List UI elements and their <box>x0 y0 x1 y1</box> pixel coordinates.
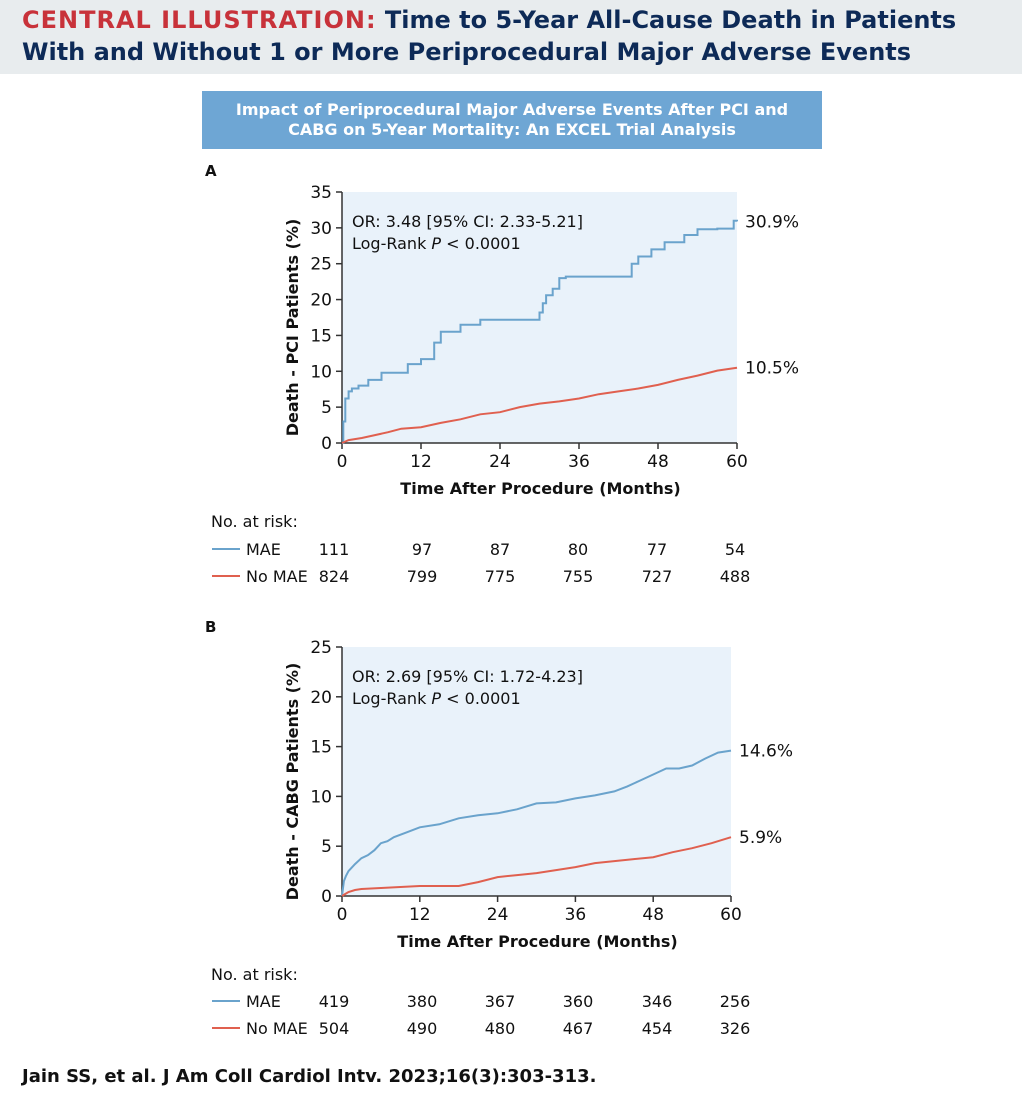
y-tick-label: 0 <box>321 887 332 907</box>
analysis-banner: Impact of Periprocedural Major Adverse E… <box>202 91 822 149</box>
y-tick-label: 10 <box>310 362 332 382</box>
illustration-title: CENTRAL ILLUSTRATION: Time to 5-Year All… <box>22 4 1012 68</box>
end-value-label: 5.9% <box>739 828 782 848</box>
panel-label: A <box>205 162 217 180</box>
y-tick-label: 20 <box>310 688 332 708</box>
risk-table-label: No. at risk: <box>211 965 298 984</box>
series-line-no-mae <box>341 366 738 444</box>
end-value-label: 14.6% <box>739 742 793 762</box>
end-value-label: 10.5% <box>745 359 799 379</box>
risk-count: 360 <box>563 992 594 1011</box>
risk-row-name: No MAE <box>246 567 308 586</box>
x-tick-label: 0 <box>337 452 348 472</box>
risk-table-label: No. at risk: <box>211 512 298 531</box>
y-tick-label: 5 <box>321 398 332 418</box>
risk-count: 256 <box>720 992 751 1011</box>
x-tick-label: 36 <box>568 452 590 472</box>
risk-count: 380 <box>407 992 438 1011</box>
risk-count: 111 <box>319 540 350 559</box>
risk-row-name: No MAE <box>246 1019 308 1038</box>
x-tick-label: 60 <box>726 452 748 472</box>
central-illustration-label: CENTRAL ILLUSTRATION: <box>22 6 377 34</box>
end-value-label: 30.9% <box>745 212 799 232</box>
x-tick-label: 48 <box>642 905 664 925</box>
y-tick-label: 35 <box>310 183 332 203</box>
x-tick-label: 12 <box>410 452 432 472</box>
y-tick-label: 15 <box>310 738 332 758</box>
risk-count: 97 <box>412 540 432 559</box>
x-tick-label: 24 <box>487 905 509 925</box>
panel-a: A 0 5 10 15 20 25 30 35 0 12 24 36 48 60 Time After Pro… <box>205 162 799 586</box>
risk-count: 346 <box>642 992 673 1011</box>
p-symbol: P <box>431 234 441 253</box>
risk-count: 504 <box>319 1019 350 1038</box>
risk-count: 326 <box>720 1019 751 1038</box>
y-tick-label: 10 <box>310 787 332 807</box>
panel-label: B <box>205 618 216 636</box>
risk-count: 824 <box>319 567 350 586</box>
panel-b: B 0 5 10 15 20 25 0 12 24 36 48 60 Time After Procedu… <box>205 618 793 1038</box>
analysis-banner-text: Impact of Periprocedural Major Adverse E… <box>235 100 789 139</box>
p-symbol: P <box>431 689 441 708</box>
x-axis-title: Time After Procedure (Months) <box>400 479 680 498</box>
y-axis-title: Death - CABG Patients (%) <box>283 663 302 901</box>
risk-count: 467 <box>563 1019 594 1038</box>
odds-ratio-annotation: OR: 3.48 [95% CI: 2.33-5.21] <box>352 212 583 231</box>
illustration-title-text: Time to 5-Year All-Cause Death in Patien… <box>22 6 957 66</box>
x-tick-label: 60 <box>720 905 742 925</box>
y-tick-label: 25 <box>310 255 332 275</box>
y-tick-label: 30 <box>310 219 332 239</box>
risk-count: 367 <box>485 992 516 1011</box>
x-tick-label: 24 <box>489 452 511 472</box>
x-axis-title: Time After Procedure (Months) <box>397 932 677 951</box>
odds-ratio-annotation: OR: 2.69 [95% CI: 1.72-4.23] <box>352 667 583 686</box>
x-tick-label: 48 <box>647 452 669 472</box>
x-tick-label: 36 <box>565 905 587 925</box>
citation: Jain SS, et al. J Am Coll Cardiol Intv. … <box>22 1066 597 1087</box>
risk-count: 77 <box>647 540 667 559</box>
y-tick-label: 20 <box>310 291 332 311</box>
risk-count: 87 <box>490 540 510 559</box>
risk-count: 419 <box>319 992 350 1011</box>
risk-count: 490 <box>407 1019 438 1038</box>
x-tick-label: 0 <box>337 905 348 925</box>
risk-count: 799 <box>407 567 438 586</box>
risk-count: 775 <box>485 567 516 586</box>
series-line-no-mae <box>341 836 732 897</box>
risk-count: 727 <box>642 567 673 586</box>
y-axis-title: Death - PCI Patients (%) <box>283 219 302 437</box>
risk-count: 480 <box>485 1019 516 1038</box>
series-line-mae <box>341 749 732 897</box>
p-value: < 0.0001 <box>441 234 521 253</box>
y-tick-label: 5 <box>321 837 332 857</box>
risk-count: 755 <box>563 567 594 586</box>
risk-count: 54 <box>725 540 745 559</box>
log-rank-annotation: Log-Rank P < 0.0001 <box>352 689 521 708</box>
y-tick-label: 25 <box>310 638 332 658</box>
log-rank-annotation: Log-Rank P < 0.0001 <box>352 234 521 253</box>
p-value: < 0.0001 <box>441 689 521 708</box>
risk-row-name: MAE <box>246 992 281 1011</box>
series-line-mae <box>342 219 738 444</box>
risk-count: 454 <box>642 1019 673 1038</box>
risk-row-name: MAE <box>246 540 281 559</box>
y-tick-label: 0 <box>321 434 332 454</box>
y-tick-label: 15 <box>310 326 332 346</box>
illustration-header: CENTRAL ILLUSTRATION: Time to 5-Year All… <box>0 0 1022 74</box>
risk-count: 80 <box>568 540 588 559</box>
x-tick-label: 12 <box>409 905 431 925</box>
risk-count: 488 <box>720 567 751 586</box>
